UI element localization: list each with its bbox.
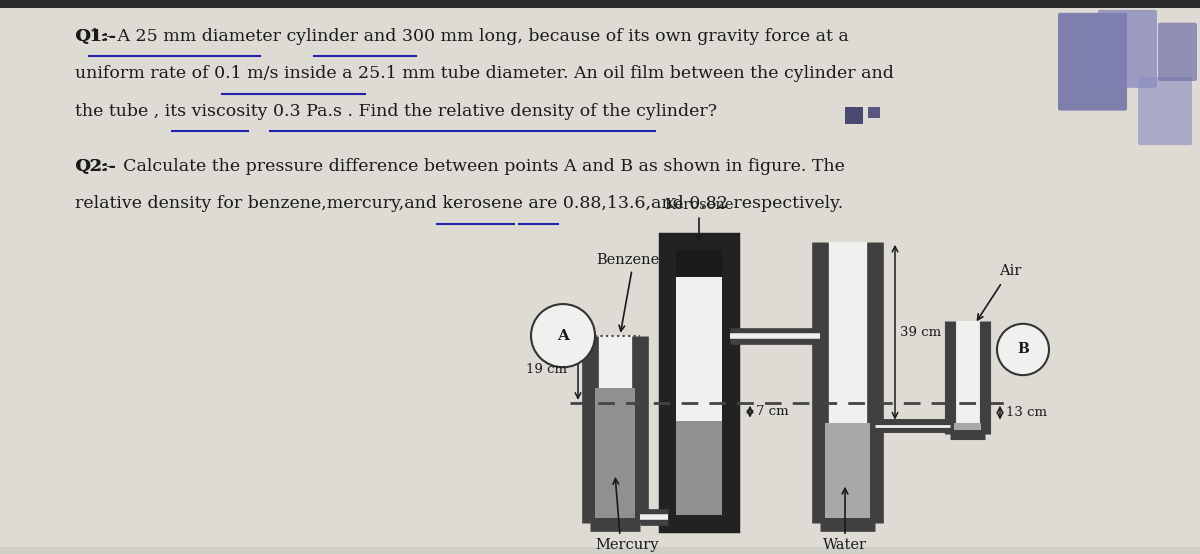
Text: Q1:- A 25 mm diameter cylinder and 300 mm long, because of its own gravity force: Q1:- A 25 mm diameter cylinder and 300 m…: [74, 28, 848, 45]
Text: Q2:-: Q2:-: [74, 158, 116, 175]
Circle shape: [997, 324, 1049, 375]
Text: uniform rate of 0.1 m/s inside a 25.1 mm tube diameter. An oil film between the : uniform rate of 0.1 m/s inside a 25.1 mm…: [74, 65, 894, 82]
FancyBboxPatch shape: [676, 250, 722, 278]
FancyBboxPatch shape: [868, 106, 880, 119]
Text: Air: Air: [998, 264, 1021, 279]
Text: A: A: [557, 329, 569, 343]
FancyBboxPatch shape: [1058, 13, 1127, 111]
Text: Q2:-  Calculate the pressure difference between points A and B as shown in figur: Q2:- Calculate the pressure difference b…: [74, 158, 845, 175]
Text: Benzene: Benzene: [596, 253, 660, 266]
Text: Q1:-: Q1:-: [74, 28, 116, 45]
Text: relative density for benzene,mercury,and kerosene are 0.88,13.6,and 0.82 respect: relative density for benzene,mercury,and…: [74, 196, 844, 213]
FancyBboxPatch shape: [676, 250, 722, 515]
FancyBboxPatch shape: [595, 388, 635, 519]
FancyBboxPatch shape: [0, 0, 1200, 8]
Text: the tube , its viscosity 0.3 Pa.s . Find the relative density of the cylinder?: the tube , its viscosity 0.3 Pa.s . Find…: [74, 102, 718, 120]
Circle shape: [530, 304, 595, 367]
Text: Water: Water: [823, 538, 866, 552]
FancyBboxPatch shape: [1158, 23, 1198, 81]
FancyBboxPatch shape: [595, 336, 635, 523]
Text: 13 cm: 13 cm: [1006, 406, 1046, 419]
Text: 19 cm: 19 cm: [526, 363, 568, 376]
Text: Kerosene: Kerosene: [665, 198, 733, 212]
Text: B: B: [1018, 342, 1028, 356]
FancyBboxPatch shape: [954, 423, 982, 430]
FancyBboxPatch shape: [954, 321, 982, 434]
FancyBboxPatch shape: [1138, 77, 1192, 145]
FancyBboxPatch shape: [676, 420, 722, 515]
Text: 39 cm: 39 cm: [900, 326, 941, 338]
Text: 7 cm: 7 cm: [756, 405, 788, 418]
FancyBboxPatch shape: [668, 242, 730, 523]
FancyBboxPatch shape: [845, 106, 863, 125]
FancyBboxPatch shape: [826, 242, 870, 523]
FancyBboxPatch shape: [826, 423, 870, 519]
FancyBboxPatch shape: [1098, 10, 1157, 88]
Text: Mercury: Mercury: [595, 538, 659, 552]
